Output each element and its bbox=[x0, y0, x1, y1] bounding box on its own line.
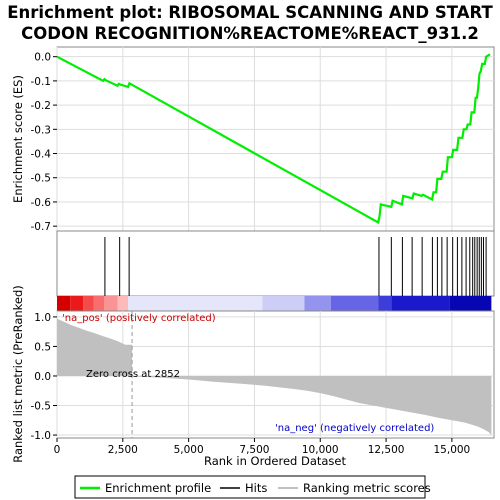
es-y-tick-label: -0.2 bbox=[31, 100, 52, 112]
rank-x-tick-label: 10,000 bbox=[302, 444, 339, 456]
es-y-tick-label: -0.3 bbox=[31, 124, 52, 136]
heatmap-band bbox=[128, 296, 263, 311]
rank-y-tick-label: 0.0 bbox=[34, 371, 51, 383]
negative-correlation-label: 'na_neg' (negatively correlated) bbox=[275, 423, 434, 434]
rank-y-tick-label: 1.0 bbox=[34, 312, 51, 324]
heatmap-band bbox=[93, 296, 105, 311]
heatmap-band bbox=[117, 296, 129, 311]
rank-panel: 1.0 0.5 0.0 -0.5 -1.0 0 2,500 5,000 7,500 10,000… bbox=[11, 285, 495, 468]
rank-y-tick-label: -0.5 bbox=[31, 401, 52, 413]
hits-panel-frame bbox=[56, 230, 495, 297]
es-y-tick-label: 0.0 bbox=[34, 52, 51, 64]
heatmap-band bbox=[330, 296, 379, 311]
es-panel: 0.0 -0.1 -0.2 -0.3 -0.4 -0.5 -0.6 -0.7 Enrichme… bbox=[11, 46, 495, 233]
es-y-axis-label: Enrichment score (ES) bbox=[11, 75, 25, 203]
rank-y-axis-label: Ranked list metric (PreRanked) bbox=[11, 285, 25, 463]
es-grid bbox=[56, 47, 494, 231]
rank-y-tick-label: -1.0 bbox=[31, 430, 52, 442]
legend-label-ranking-metric: Ranking metric scores bbox=[303, 481, 431, 495]
legend-box bbox=[74, 475, 426, 499]
heatmap-band bbox=[83, 296, 94, 311]
legend-label-enrichment-profile: Enrichment profile bbox=[105, 481, 211, 495]
positive-correlation-label: 'na_pos' (positively correlated) bbox=[62, 313, 216, 324]
legend-label-hits: Hits bbox=[245, 481, 267, 495]
es-y-tick-label: -0.4 bbox=[31, 149, 52, 161]
legend: Enrichment profile Hits Ranking metric s… bbox=[74, 475, 431, 499]
es-y-tick-label: -0.6 bbox=[31, 197, 52, 209]
es-y-axis: 0.0 -0.1 -0.2 -0.3 -0.4 -0.5 -0.6 -0.7 bbox=[31, 52, 57, 233]
chart-title-line-2: CODON RECOGNITION%REACTOME%REACT_931.2 bbox=[21, 24, 479, 43]
rank-x-tick-label: 5,000 bbox=[174, 444, 204, 456]
heatmap-band bbox=[304, 296, 331, 311]
heatmap-band bbox=[57, 296, 71, 311]
heatmap-band bbox=[262, 296, 305, 311]
rank-x-tick-label: 7,500 bbox=[239, 444, 269, 456]
hits-panel bbox=[56, 230, 495, 297]
enrichment-profile-line bbox=[56, 53, 491, 225]
es-panel-frame bbox=[56, 46, 495, 232]
zero-cross-label: Zero cross at 2852 bbox=[86, 369, 180, 380]
heatmap-band bbox=[449, 296, 492, 311]
heatmap-band bbox=[378, 296, 392, 311]
heatmap-band bbox=[104, 296, 118, 311]
es-y-tick-label: -0.7 bbox=[31, 221, 52, 233]
rank-x-axis-label: Rank in Ordered Dataset bbox=[204, 454, 347, 468]
rank-x-tick-label: 15,000 bbox=[434, 444, 471, 456]
es-y-tick-label: -0.5 bbox=[31, 173, 52, 185]
rank-x-tick-label: 2,500 bbox=[108, 444, 138, 456]
heatmap-band bbox=[70, 296, 84, 311]
rank-color-strip bbox=[57, 296, 492, 311]
rank-y-axis: 1.0 0.5 0.0 -0.5 -1.0 bbox=[31, 312, 57, 442]
es-y-tick-label: -0.1 bbox=[31, 76, 52, 88]
heatmap-band bbox=[391, 296, 450, 311]
ranking-metric-area bbox=[57, 318, 492, 435]
rank-x-tick-label: 0 bbox=[54, 444, 61, 456]
chart-title-line-1: Enrichment plot: RIBOSOMAL SCANNING AND … bbox=[7, 3, 493, 22]
rank-x-tick-label: 12,500 bbox=[368, 444, 405, 456]
hit-markers bbox=[104, 237, 487, 296]
rank-y-tick-label: 0.5 bbox=[34, 341, 51, 353]
rank-x-axis: 0 2,500 5,000 7,500 10,000 12,500 15,000 bbox=[54, 438, 471, 456]
